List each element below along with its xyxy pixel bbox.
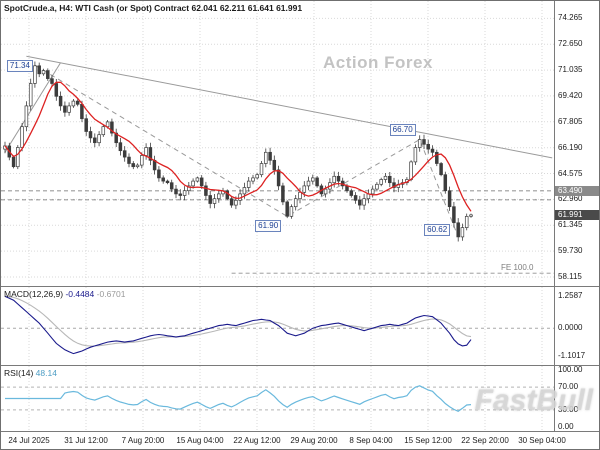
swing-price-label: 61.90	[255, 220, 282, 233]
time-axis-label: 8 Sep 04:00	[349, 436, 393, 445]
macd-panel: MACD(12,26,9) -0.4484 -0.6701	[1, 287, 554, 365]
time-axis-label: 15 Aug 04:00	[176, 436, 224, 445]
actionforex-watermark: Action Forex	[323, 53, 433, 72]
time-axis-label: 29 Aug 20:00	[290, 436, 338, 445]
rsi-line	[5, 385, 472, 412]
main-chart-panel: SpotCrude.a, H4: WTI Cash (or Spot) Cont…	[1, 1, 554, 286]
price-axis-label: 67.805	[558, 116, 583, 126]
macd-main-line	[4, 295, 472, 355]
axis-divider	[554, 1, 555, 431]
price-axis-label: 61.345	[558, 220, 583, 230]
rsi-axis[interactable]: 100.00 70.00 30.00 0.00	[555, 365, 599, 431]
panel-separator	[1, 431, 599, 432]
macd-axis[interactable]: 1.2587 0.0000 -1.1017	[555, 287, 599, 365]
time-axis-label: 22 Sep 20:00	[461, 436, 509, 445]
rsi-axis-label: 70.00	[558, 382, 579, 392]
rsi-indicator-name: RSI(14)	[4, 368, 34, 378]
chart-title: SpotCrude.a, H4: WTI Cash (or Spot) Cont…	[4, 3, 303, 13]
price-axis-label: 59.730	[558, 246, 583, 256]
rsi-axis-label: 0.00	[558, 422, 574, 431]
rsi-panel: RSI(14) 48.14	[1, 366, 554, 431]
time-axis-label: 24 Jul 2025	[8, 436, 50, 445]
macd-main-value: -0.4484	[65, 289, 95, 299]
macd-axis-label: 0.0000	[558, 323, 583, 333]
fastbull-watermark: FastBull	[474, 384, 593, 417]
price-axis-label: 64.575	[558, 168, 583, 178]
price-axis-label: 62.960	[558, 194, 583, 204]
price-chart-svg[interactable]	[1, 1, 554, 286]
price-axis-label: 69.420	[558, 90, 583, 100]
swing-price-label: 60.62	[424, 223, 451, 236]
swing-price-label: 71.34	[6, 60, 33, 73]
swing-projection-line	[34, 64, 459, 237]
time-axis-label: 22 Aug 12:00	[233, 436, 281, 445]
swing-price-label: 66.70	[389, 124, 416, 137]
macd-label: MACD(12,26,9) -0.4484 -0.6701	[4, 289, 126, 299]
price-axis[interactable]: 74.265 72.650 71.035 69.420 67.805 66.190 64.5…	[555, 1, 599, 286]
fib-extension-label: FE 100.0	[501, 263, 534, 273]
current-price-tag: 63.490	[555, 185, 599, 196]
panel-separator[interactable]	[1, 286, 599, 287]
macd-indicator-name: MACD(12,26,9)	[4, 289, 64, 299]
macd-signal-value: -0.6701	[96, 289, 126, 299]
time-axis-label: 30 Sep 04:00	[518, 436, 566, 445]
current-price-tag: 61.991	[555, 209, 599, 220]
trend-line	[26, 55, 553, 159]
time-axis-label: 15 Sep 12:00	[404, 436, 452, 445]
price-axis-label: 66.190	[558, 142, 583, 152]
rsi-label: RSI(14) 48.14	[4, 368, 57, 378]
rsi-axis-label: 100.00	[558, 365, 583, 374]
time-axis-label: 7 Aug 20:00	[121, 436, 165, 445]
panel-separator[interactable]	[1, 365, 599, 366]
price-axis-label: 58.115	[558, 271, 582, 281]
price-axis-label: 74.265	[558, 13, 583, 23]
rsi-axis-label: 30.00	[558, 404, 579, 414]
trend-line	[4, 62, 62, 153]
macd-chart-svg[interactable]	[1, 287, 554, 365]
time-axis[interactable]: 24 Jul 2025 31 Jul 12:00 7 Aug 20:00 15 Aug…	[1, 432, 599, 449]
time-axis-label: 31 Jul 12:00	[64, 436, 108, 445]
rsi-value: 48.14	[35, 368, 57, 378]
price-axis-label: 72.650	[558, 39, 583, 49]
macd-axis-label: 1.2587	[558, 291, 583, 301]
price-axis-label: 71.035	[558, 65, 583, 75]
macd-signal-line	[4, 295, 472, 347]
rsi-chart-svg[interactable]	[1, 366, 554, 431]
moving-average-line	[4, 81, 472, 212]
macd-axis-label: -1.1017	[558, 351, 586, 361]
